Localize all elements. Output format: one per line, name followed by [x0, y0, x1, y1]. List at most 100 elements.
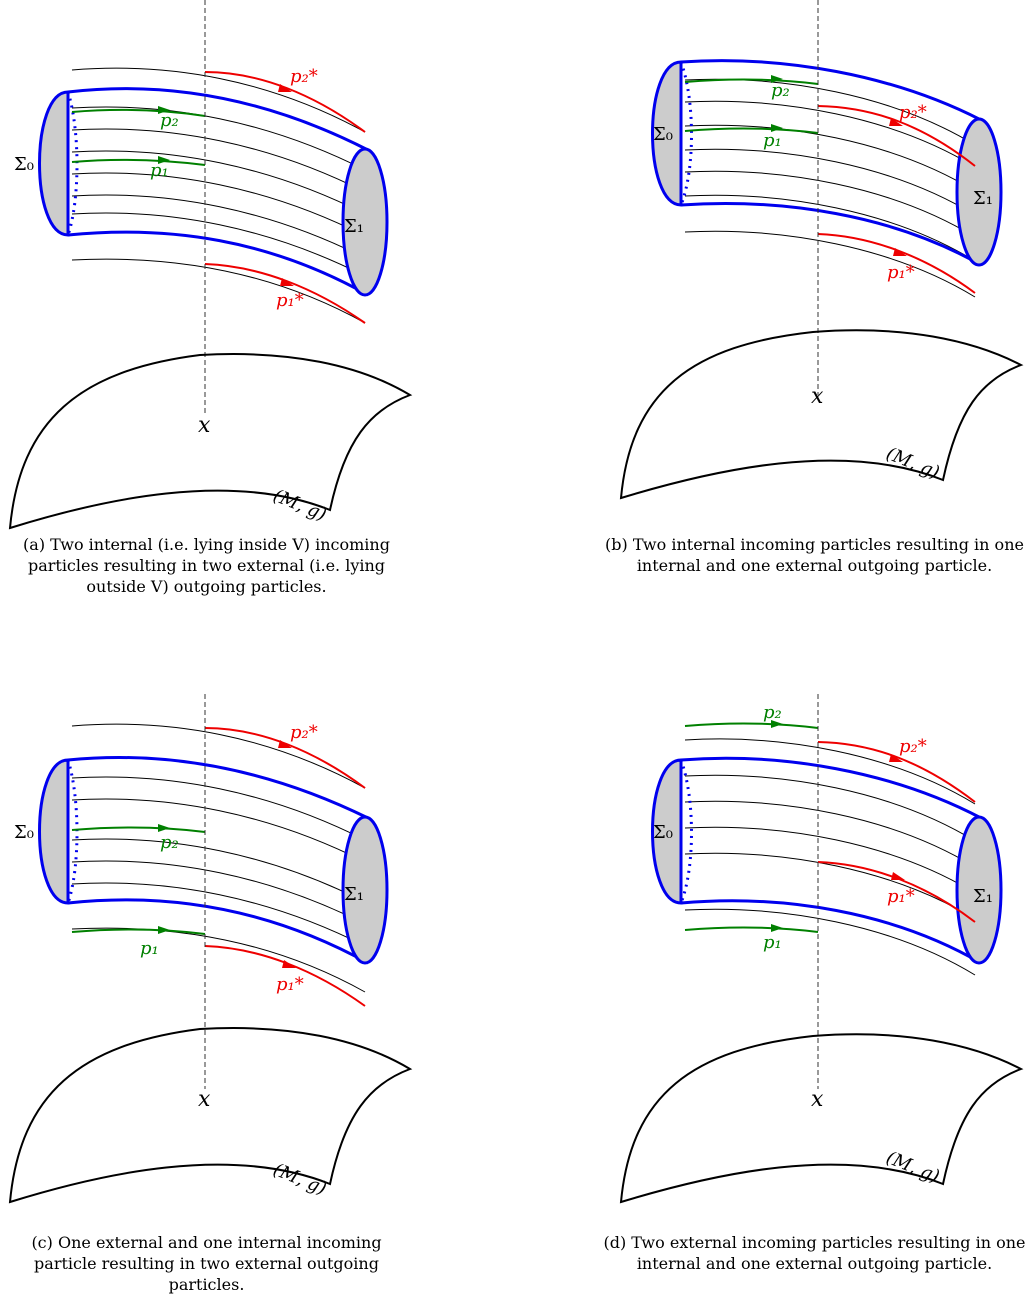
sigma0-dotted-edge	[66, 91, 79, 236]
p2star-label: p₂*	[899, 736, 927, 757]
p1star-arrow	[280, 278, 294, 286]
tube-top-edge	[680, 756, 982, 820]
p1-label: p₁	[150, 160, 169, 181]
p2star-outgoing	[817, 105, 976, 167]
caption-b: (b) Two internal incoming particles resu…	[605, 535, 1024, 575]
tube-bottom-edge	[67, 898, 369, 965]
x-label: x	[198, 413, 211, 438]
p2-label: p₂	[771, 80, 790, 101]
x-label: x	[811, 384, 824, 409]
p2-label: p₂	[763, 702, 782, 723]
p2star-arrow	[278, 84, 292, 92]
p2star-arrow	[889, 118, 903, 126]
tube-top-edge	[67, 755, 369, 820]
manifold-label: (M, g)	[883, 443, 942, 483]
p1star-label: p₁*	[276, 290, 304, 311]
p2-label: p₂	[160, 832, 179, 853]
sigma0-cap	[651, 758, 683, 905]
p2-arrow	[158, 824, 170, 832]
manifold-label: (M, g)	[270, 485, 329, 525]
p1-incoming	[684, 926, 819, 933]
panel-c: Σ₀ Σ₁ p₂ p₁ p₂* p₁* x (M, g) (c) One ext…	[0, 654, 513, 1308]
sigma0-dotted-edge	[66, 759, 79, 904]
p2-arrow	[158, 106, 170, 114]
p2-incoming	[684, 78, 819, 85]
manifold-label: (M, g)	[883, 1147, 942, 1187]
worldlines	[71, 67, 366, 324]
p2-incoming	[684, 722, 819, 729]
p2-arrow	[771, 720, 783, 728]
p2star-label: p₂*	[290, 722, 318, 743]
sigma0-label: Σ₀	[653, 124, 673, 145]
p1star-arrow	[282, 960, 296, 968]
x-label: x	[198, 1087, 211, 1112]
diagram-d: Σ₀ Σ₁ p₂ p₁ p₂* p₁* x (M, g)	[619, 694, 1024, 1204]
manifold-label: (M, g)	[270, 1159, 329, 1199]
p1-label: p₁	[763, 932, 782, 953]
manifold-sheet	[619, 1033, 1024, 1204]
tube-bottom-edge	[680, 899, 982, 965]
p2star-label: p₂*	[290, 66, 318, 87]
sigma1-label: Σ₁	[973, 886, 993, 907]
panel-d: Σ₀ Σ₁ p₂ p₁ p₂* p₁* x (M, g) (d) Two ext…	[513, 654, 1026, 1308]
p1star-arrow	[891, 872, 905, 880]
p2-label: p₂	[160, 110, 179, 131]
sigma1-label: Σ₁	[344, 884, 364, 905]
worldlines	[71, 723, 366, 993]
diagram-b: Σ₀ Σ₁ p₂ p₁ p₂* p₁* x (M, g)	[619, 0, 1024, 500]
tube-top-edge	[67, 87, 369, 152]
worldlines	[684, 78, 976, 298]
sigma1-label: Σ₁	[344, 216, 364, 237]
x-label: x	[811, 1087, 824, 1112]
p1star-label: p₁*	[887, 886, 915, 907]
sigma0-cap	[38, 758, 70, 905]
sigma0-label: Σ₀	[653, 822, 673, 843]
caption-d: (d) Two external incoming particles resu…	[603, 1233, 1026, 1273]
p2star-outgoing	[204, 727, 366, 789]
p1-incoming	[71, 158, 206, 166]
p1-label: p₁	[140, 938, 159, 959]
p1-arrow	[771, 924, 783, 932]
p1-arrow	[771, 124, 783, 132]
p2star-outgoing	[204, 71, 366, 133]
sigma0-cap	[651, 60, 683, 207]
p1-incoming	[684, 127, 819, 134]
sigma1-cap	[341, 815, 389, 965]
p1star-label: p₁*	[887, 262, 915, 283]
caption-a: (a) Two internal (i.e. lying inside V) i…	[23, 535, 390, 596]
manifold-sheet	[619, 329, 1024, 500]
p1star-arrow	[893, 248, 907, 256]
p1star-label: p₁*	[276, 974, 304, 995]
worldlines	[684, 738, 976, 976]
p2star-outgoing	[817, 741, 976, 803]
p1-label: p₁	[763, 130, 782, 151]
tube-bottom-edge	[67, 230, 369, 297]
sigma0-dotted-edge	[679, 759, 693, 904]
p2star-label: p₂*	[899, 102, 927, 123]
p1-incoming	[71, 928, 206, 935]
sigma0-label: Σ₀	[14, 822, 34, 843]
tube-bottom-edge	[680, 202, 982, 267]
manifold-sheet	[8, 1027, 413, 1204]
p2-arrow	[771, 75, 783, 83]
p2star-arrow	[889, 754, 903, 762]
sigma1-cap	[955, 117, 1003, 267]
p2-incoming	[71, 826, 206, 833]
p1star-outgoing	[204, 263, 366, 324]
manifold-sheet	[8, 353, 413, 530]
sigma0-label: Σ₀	[14, 154, 34, 175]
p2-incoming	[71, 108, 206, 117]
sigma0-cap	[38, 90, 70, 237]
sigma1-label: Σ₁	[973, 188, 993, 209]
panel-b: Σ₀ Σ₁ p₂ p₁ p₂* p₁* x (M, g) (b) Two int…	[513, 0, 1026, 654]
panel-a: Σ₀ Σ₁ p₂ p₁ p₂* p₁* x (M, g) (a) Two int…	[0, 0, 513, 654]
diagram-a: Σ₀ Σ₁ p₂ p₁ p₂* p₁* x (M, g)	[8, 0, 413, 530]
caption-c: (c) One external and one internal incomi…	[31, 1233, 382, 1294]
p1-arrow	[158, 156, 170, 164]
tube-top-edge	[680, 59, 982, 122]
sigma1-cap	[341, 147, 389, 297]
sigma0-dotted-edge	[679, 61, 693, 206]
sigma1-cap	[955, 815, 1003, 965]
diagram-c: Σ₀ Σ₁ p₂ p₁ p₂* p₁* x (M, g)	[8, 694, 413, 1204]
p1-arrow	[158, 926, 170, 934]
